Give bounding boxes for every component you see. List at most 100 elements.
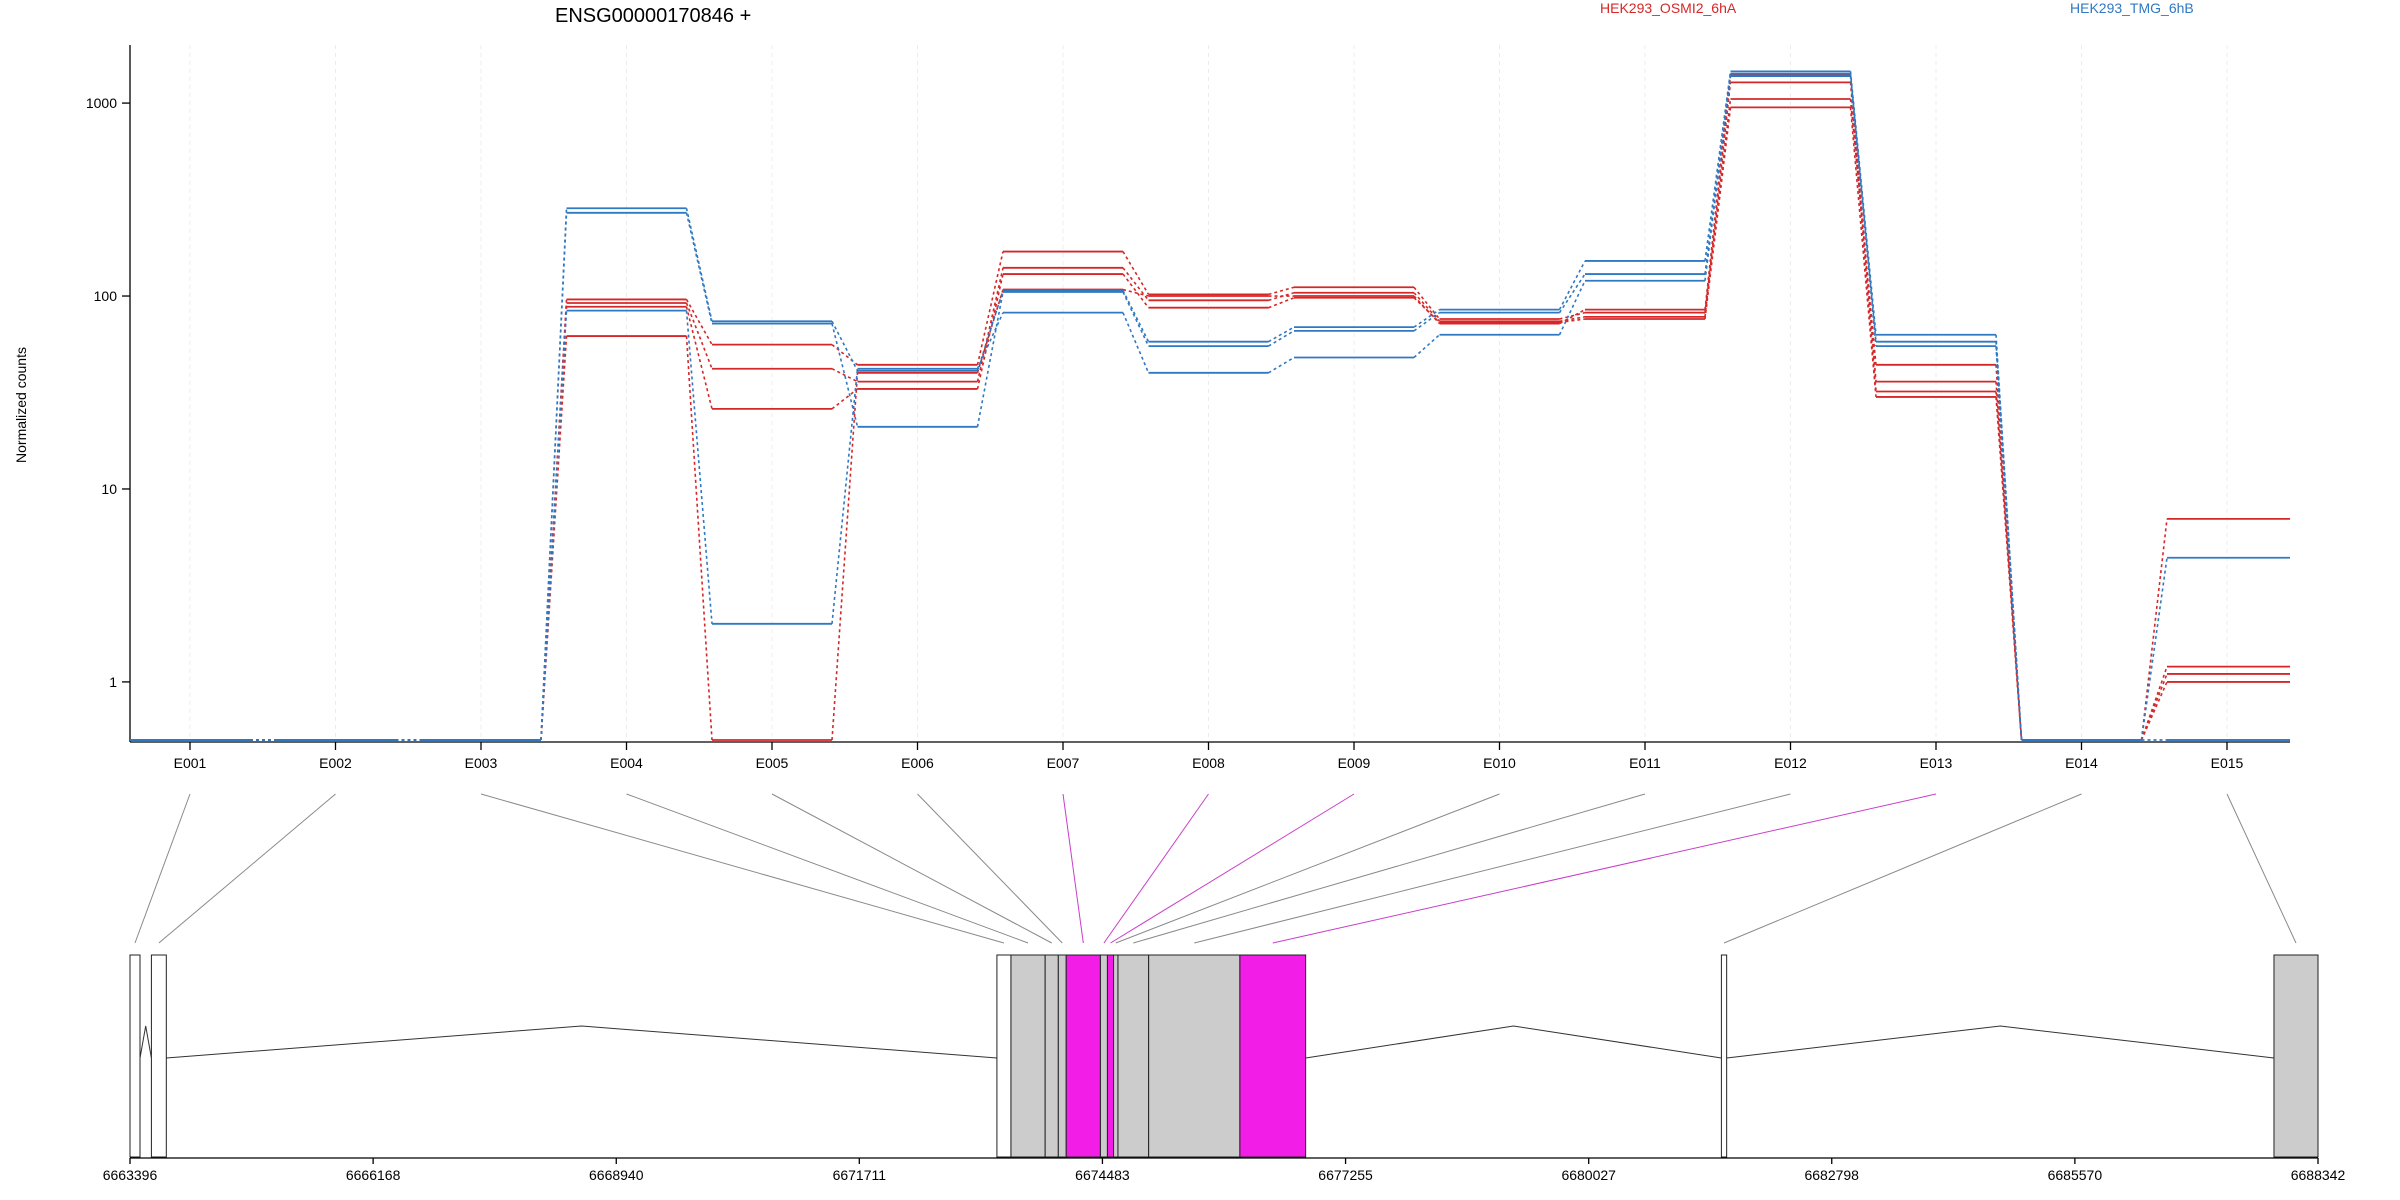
series-2 <box>130 81 2290 741</box>
series-7-connector <box>1704 75 1732 281</box>
exon-box-e010 <box>1113 954 1119 1158</box>
series-3-connector <box>1268 296 1295 309</box>
connector-e013 <box>1272 793 1937 944</box>
connector-e004 <box>626 793 1029 944</box>
y-axis: 1 10 100 1000 <box>86 45 131 742</box>
series-5-connector <box>1704 71 1732 262</box>
series-7-connector <box>1413 334 1441 359</box>
series-4-connector <box>685 336 713 741</box>
series-4-connector <box>1122 288 1149 297</box>
series-4-connector <box>1559 308 1586 325</box>
exon-box-e001 <box>129 954 141 1158</box>
x-tick-label-e010: E010 <box>1483 755 1516 771</box>
series-3 <box>130 106 2290 741</box>
series-6-connector <box>540 212 568 741</box>
exon-box-e006 <box>1057 954 1067 1158</box>
series-5-connector <box>976 290 1004 371</box>
series-7-connector <box>685 310 713 624</box>
y-tick-label: 100 <box>94 288 118 304</box>
exon-box-e013 <box>1239 954 1307 1158</box>
x-tick-label-e013: E013 <box>1920 755 1953 771</box>
genomic-tick-label: 6668940 <box>589 1167 644 1183</box>
chart-title: ENSG00000170846 + <box>555 5 751 27</box>
connector-e011 <box>1133 793 1646 944</box>
exon-box-e012 <box>1148 954 1241 1158</box>
series-2-connector <box>1413 292 1441 322</box>
exon-box-e014 <box>1720 954 1728 1158</box>
x-tick-label-e015: E015 <box>2211 755 2244 771</box>
genomic-tick-label: 6663396 <box>103 1167 158 1183</box>
series-3-connector <box>1849 107 1877 397</box>
exon-box-e015 <box>2273 954 2319 1158</box>
connector-e012 <box>1194 793 1791 944</box>
genomic-tick-label: 6680027 <box>1561 1167 1616 1183</box>
y-tick-label: 10 <box>101 481 117 497</box>
series-7-connector <box>976 312 1004 370</box>
intron-3 <box>1305 1025 1722 1059</box>
series-1-connector <box>1268 286 1295 296</box>
series-7-connector <box>1122 312 1150 374</box>
series-4-connector <box>1413 295 1441 325</box>
series-2-connector <box>1559 316 1586 323</box>
exon-box-e011 <box>1117 954 1150 1158</box>
series-7-connector <box>1268 356 1295 374</box>
x-tick-label-e003: E003 <box>465 755 498 771</box>
series-5-connector <box>2140 557 2168 741</box>
connector-e001 <box>134 793 191 944</box>
series-6-connector <box>1558 273 1586 314</box>
series-5-connector <box>685 208 713 322</box>
y-axis-label: Normalized counts <box>13 347 29 463</box>
series-5 <box>130 70 2290 741</box>
series-4 <box>130 73 2290 741</box>
series-5-connector <box>1122 290 1150 343</box>
gene-model <box>129 954 2319 1158</box>
connector-e005 <box>771 793 1052 944</box>
x-tick-label-e007: E007 <box>1047 755 1080 771</box>
x-tick-label-e004: E004 <box>610 755 643 771</box>
x-tick-label-e002: E002 <box>319 755 352 771</box>
series-2-connector <box>976 267 1004 382</box>
connector-e009 <box>1110 793 1355 944</box>
y-tick-label: 1000 <box>86 95 117 111</box>
connector-e007 <box>1062 793 1084 944</box>
genomic-tick-label: 6688342 <box>2291 1167 2346 1183</box>
x-tick-label-e005: E005 <box>756 755 789 771</box>
connector-e014 <box>1723 793 2082 944</box>
genomic-tick-label: 6671711 <box>833 1167 887 1183</box>
intron-4 <box>1726 1025 2275 1059</box>
x-tick-label-e014: E014 <box>2065 755 2098 771</box>
y-tick-label: 1 <box>109 674 117 690</box>
series-5-connector <box>831 320 859 372</box>
series-4-connector <box>2140 681 2168 741</box>
genomic-axis: 6663396 6666168 6668940 6671711 6674483 66772… <box>103 1157 2346 1183</box>
x-tick-label-e006: E006 <box>901 755 934 771</box>
x-tick-label-e001: E001 <box>174 755 207 771</box>
connector-e003 <box>480 793 1005 944</box>
series-5-connector <box>1558 260 1586 311</box>
series-3-connector <box>1122 273 1150 309</box>
series-1-connector <box>831 343 858 366</box>
exon-box-e005 <box>1044 954 1059 1158</box>
genomic-tick-label: 6682798 <box>1804 1167 1859 1183</box>
series-1-connector <box>685 299 713 346</box>
connector-e015 <box>2226 793 2297 944</box>
series-7-connector <box>540 310 568 741</box>
x-tick-label-e012: E012 <box>1774 755 1807 771</box>
connector-e002 <box>158 793 336 944</box>
series-4-connector <box>831 372 859 741</box>
genomic-tick-label: 6677255 <box>1318 1167 1373 1183</box>
series-5-connector <box>1413 308 1440 328</box>
series-6-connector <box>1268 330 1295 347</box>
series-3-connector <box>1704 107 1732 320</box>
intron-2 <box>166 1025 997 1059</box>
series-7-connector <box>831 368 859 624</box>
exon-box-e007 <box>1065 954 1101 1158</box>
series-3-connector <box>976 273 1004 390</box>
x-tick-label-e011: E011 <box>1629 755 1661 771</box>
genomic-tick-label: 6666168 <box>346 1167 401 1183</box>
series-6-connector <box>1413 312 1440 332</box>
series-2-connector <box>1122 267 1150 301</box>
genomic-tick-label: 6674483 <box>1075 1167 1130 1183</box>
